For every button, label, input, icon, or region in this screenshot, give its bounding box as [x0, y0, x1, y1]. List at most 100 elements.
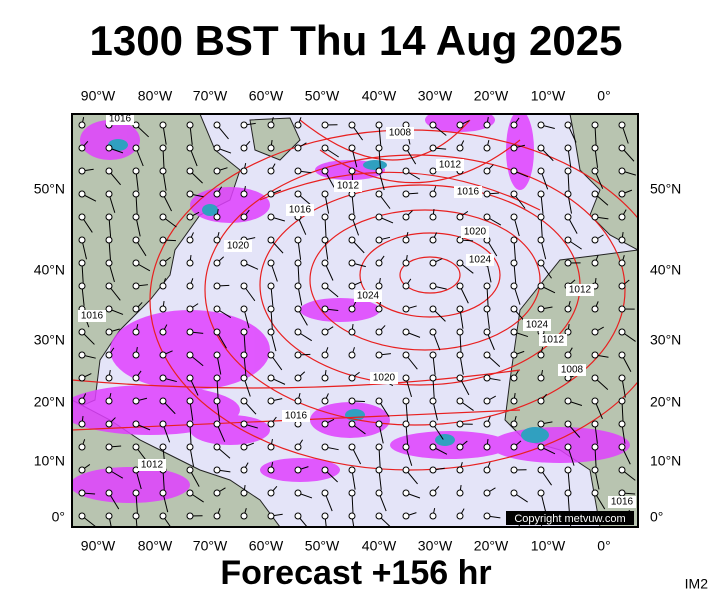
barb-station	[78, 213, 86, 221]
barb-station	[618, 466, 626, 474]
barb-station	[159, 167, 167, 175]
barb-station	[159, 213, 167, 221]
barb-station	[618, 351, 626, 359]
barb-station	[267, 397, 275, 405]
barb-station	[348, 397, 356, 405]
barb-station	[294, 397, 302, 405]
barb-station	[240, 374, 248, 382]
isobar-label-box	[138, 459, 166, 471]
barb-station	[510, 397, 518, 405]
barb-station	[267, 259, 275, 267]
lat-label-right: 20°N	[650, 394, 681, 410]
barb-station	[321, 190, 329, 198]
barb-station	[564, 443, 572, 451]
barb-station	[429, 167, 437, 175]
barb-station	[429, 512, 437, 520]
barb-station	[321, 167, 329, 175]
barb-station	[240, 443, 248, 451]
barb-station	[159, 374, 167, 382]
barb-station	[213, 236, 221, 244]
barb-station	[348, 305, 356, 313]
lat-label-left: 40°N	[34, 262, 65, 278]
barb-station	[618, 305, 626, 313]
barb-station	[429, 282, 437, 290]
barb-station	[186, 282, 194, 290]
isobar-label-box	[608, 496, 636, 508]
barb-station	[213, 305, 221, 313]
barb-station	[159, 282, 167, 290]
barb-station	[618, 259, 626, 267]
copyright-box	[506, 511, 634, 525]
barb-station	[510, 489, 518, 497]
barb-station	[78, 397, 86, 405]
barb-station	[537, 489, 545, 497]
barb-station	[159, 190, 167, 198]
barb-station	[483, 190, 491, 198]
barb-station	[294, 305, 302, 313]
barb-station	[78, 351, 86, 359]
barb-station	[564, 167, 572, 175]
barb-station	[186, 374, 194, 382]
barb-station	[510, 420, 518, 428]
barb-station	[348, 236, 356, 244]
barb-station	[213, 374, 221, 382]
barb-station	[375, 466, 383, 474]
barb-station	[213, 190, 221, 198]
barb-station	[591, 489, 599, 497]
barb-station	[375, 305, 383, 313]
barb-station	[78, 489, 86, 497]
barb-station	[78, 259, 86, 267]
barb-station	[159, 512, 167, 520]
isobar-label-box	[454, 186, 482, 198]
isobar-label: 1016	[457, 187, 480, 198]
lon-label-top: 40°W	[362, 88, 397, 104]
barb-station	[510, 351, 518, 359]
barb-station	[105, 305, 113, 313]
barb-station	[348, 466, 356, 474]
barb-station	[456, 512, 464, 520]
map-frame	[71, 113, 639, 528]
barb-station	[456, 351, 464, 359]
isobar-label: 1008	[561, 365, 584, 376]
isobar-label-box	[539, 334, 567, 346]
barb-station	[456, 213, 464, 221]
isobar-label: 1016	[81, 311, 104, 322]
barb-station	[402, 328, 410, 336]
barb-station	[591, 420, 599, 428]
barb-station	[321, 328, 329, 336]
barb-station	[429, 397, 437, 405]
barb-station	[105, 144, 113, 152]
barb-station	[564, 213, 572, 221]
barb-station	[321, 144, 329, 152]
isobar-label-box	[386, 127, 414, 139]
barb-station	[375, 236, 383, 244]
barb-station	[537, 282, 545, 290]
barb-station	[510, 305, 518, 313]
barb-station	[564, 328, 572, 336]
barb-station	[483, 512, 491, 520]
barb-station	[429, 351, 437, 359]
barb-station	[105, 351, 113, 359]
barb-station	[132, 420, 140, 428]
barb-station	[105, 374, 113, 382]
barb-station	[78, 374, 86, 382]
barb-station	[591, 328, 599, 336]
barb-station	[105, 397, 113, 405]
barb-station	[267, 121, 275, 129]
barb-station	[375, 213, 383, 221]
isobar-label: 1020	[373, 373, 396, 384]
lat-label-right: 40°N	[650, 262, 681, 278]
barb-station	[78, 466, 86, 474]
barb-station	[564, 259, 572, 267]
barb-station	[348, 351, 356, 359]
barb-station	[348, 167, 356, 175]
lon-label-bottom: 50°W	[305, 538, 340, 554]
barb-station	[267, 489, 275, 497]
barb-station	[510, 374, 518, 382]
barb-station	[132, 397, 140, 405]
lat-label-left: 30°N	[34, 332, 65, 348]
barb-station	[429, 259, 437, 267]
barb-station	[240, 351, 248, 359]
barb-station	[375, 351, 383, 359]
lon-label-bottom: 90°W	[81, 538, 116, 554]
